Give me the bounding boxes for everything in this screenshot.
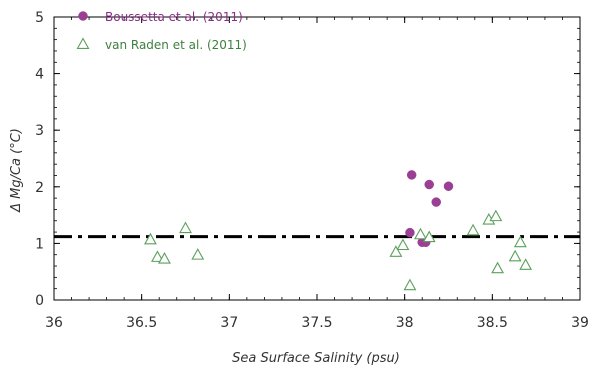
data-point bbox=[491, 261, 505, 274]
y-tick-label: 0 bbox=[35, 293, 44, 309]
data-point bbox=[389, 245, 403, 257]
data-point bbox=[489, 209, 503, 222]
data-point bbox=[158, 252, 171, 264]
y-tick-label: 2 bbox=[35, 180, 44, 196]
data-point bbox=[406, 170, 417, 180]
x-tick-label: 36 bbox=[45, 315, 63, 331]
legend-label: van Raden et al. (2011) bbox=[105, 38, 247, 52]
data-point bbox=[191, 248, 205, 260]
data-point bbox=[466, 223, 480, 236]
data-point bbox=[405, 227, 415, 238]
y-axis-label: Δ Mg/Ca (°C) bbox=[9, 128, 24, 213]
legend-marker bbox=[76, 37, 90, 49]
x-axis-label: Sea Surface Salinity (psu) bbox=[232, 351, 400, 366]
x-tick-label: 36.5 bbox=[126, 315, 157, 331]
x-tick-label: 37 bbox=[220, 315, 238, 331]
legend-marker bbox=[78, 11, 88, 21]
axis-ticks: 36 36.5 37 37.5 38 38.5 39 0 1 2 3 4 5 bbox=[35, 10, 589, 331]
data-point bbox=[422, 230, 436, 243]
data-point bbox=[179, 221, 192, 234]
y-tick-label: 1 bbox=[35, 236, 44, 252]
legend-label: Boussetta et al. (2011) bbox=[105, 10, 243, 24]
data-point bbox=[396, 238, 410, 251]
legend: Boussetta et al. (2011) van Raden et al. … bbox=[76, 10, 247, 52]
plot-border bbox=[53, 16, 581, 301]
x-tick-label: 37.5 bbox=[301, 315, 332, 331]
y-tick-label: 3 bbox=[35, 123, 44, 139]
x-tick-label: 38.5 bbox=[477, 315, 508, 331]
data-point bbox=[519, 258, 533, 270]
x-tick-label: 39 bbox=[571, 315, 589, 331]
x-tick-label: 38 bbox=[396, 315, 414, 331]
data-point bbox=[414, 227, 427, 240]
data-point bbox=[424, 179, 434, 190]
plot-frame bbox=[53, 16, 581, 301]
data-point bbox=[431, 197, 441, 207]
data-point bbox=[443, 181, 454, 191]
data-point bbox=[151, 250, 164, 262]
data-point bbox=[403, 278, 417, 291]
data-point bbox=[508, 249, 522, 262]
y-tick-label: 5 bbox=[35, 10, 44, 26]
data-point bbox=[143, 232, 157, 245]
y-tick-label: 4 bbox=[35, 67, 44, 83]
series-layer bbox=[143, 170, 533, 291]
data-point bbox=[513, 235, 527, 248]
series-1 bbox=[143, 209, 533, 291]
series-0 bbox=[405, 170, 454, 248]
